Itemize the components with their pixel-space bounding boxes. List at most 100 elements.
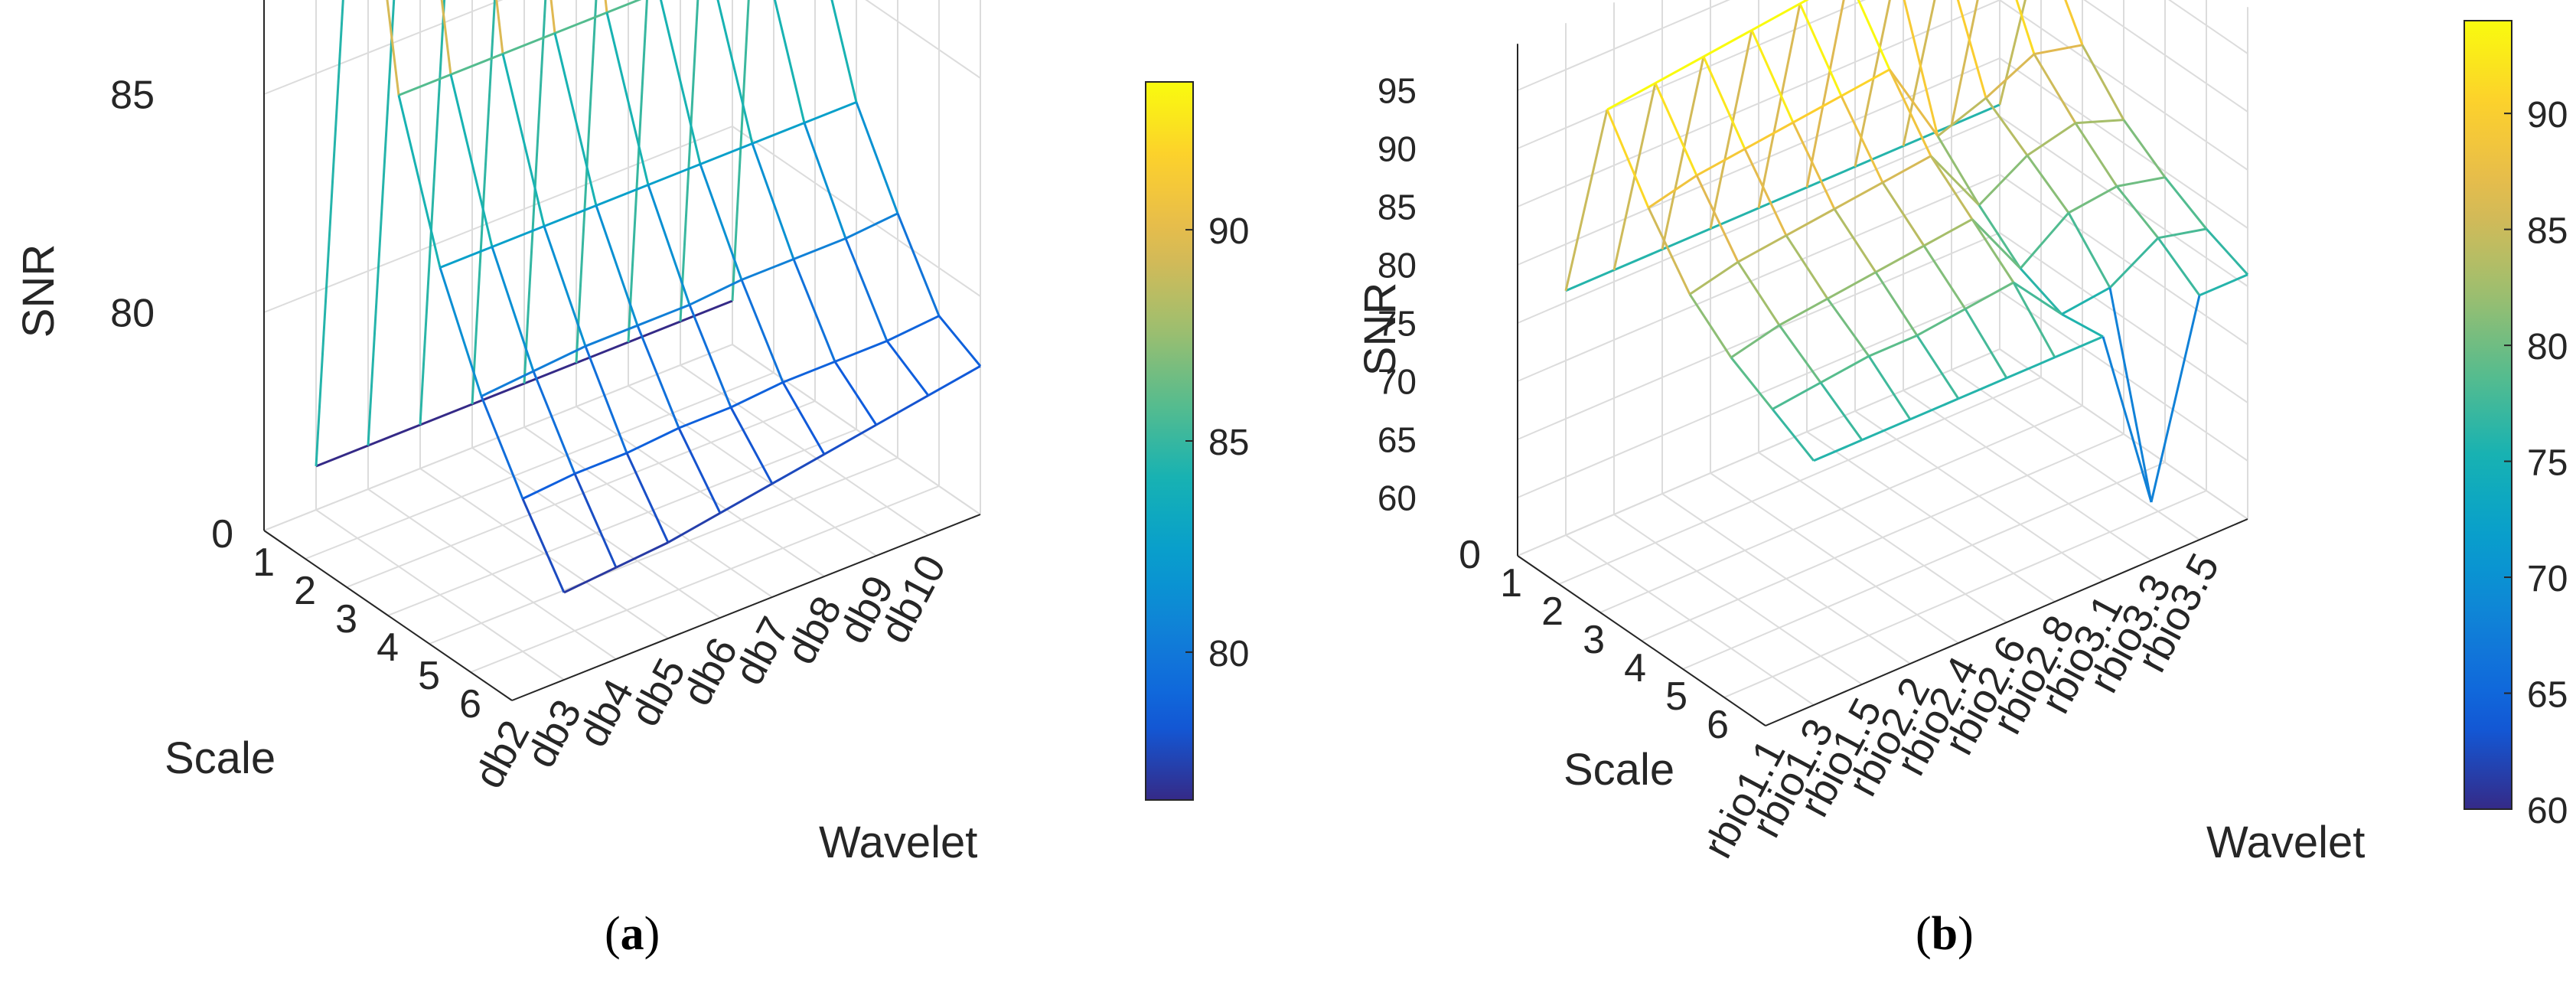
grid-line [2083,0,2248,113]
surface-edge [2013,281,2062,315]
surface-edge [543,226,587,347]
surface-edge [876,394,929,426]
surface-edge [471,0,497,405]
surface-edge [1695,175,1740,263]
surface-edge [1929,155,1974,220]
surface-edge [1971,218,2022,269]
scale-axis-label: Scale [1564,745,1674,795]
surface-edge [896,213,941,317]
z-tick-label: 85 [1378,188,1417,227]
scale-tick-label: 3 [335,597,357,642]
surface-edge [1798,3,1843,97]
grid-line [523,426,773,598]
surface-edge [1833,208,1877,273]
surface-edge [1965,281,2014,310]
surface-edge [2054,335,2104,359]
surface-edge [585,324,638,348]
surface-edge [367,0,396,446]
surface-edge [1792,122,1836,210]
z-tick-label: 65 [1378,420,1417,460]
surface-edge [1606,82,1656,111]
surface-edge [606,0,642,14]
surface-edge [730,381,784,409]
grid-line [1613,514,1863,685]
grid-line [2168,0,2248,54]
surface-edge [1903,0,1939,137]
surface-edge [521,498,566,593]
grid-line [628,385,877,557]
surface-edge [605,12,650,185]
surface-edge [1696,148,1746,177]
grid-line [576,406,825,577]
surface-edge [549,0,556,34]
z-tick-label: 85 [110,73,155,118]
surface-edge [563,566,617,594]
grid-line [1517,232,2000,440]
surface-edge [1606,109,1650,208]
surface-chart-b: 60657075808590950123456rbio1.1rbio1.3rbi… [1355,0,2568,867]
surface-edge [1951,103,2000,127]
surface-edge [2102,336,2153,503]
surface-edge [2164,176,2208,230]
surface-edge [315,444,369,468]
surface-edge [679,0,699,322]
grid-line [419,468,669,639]
grid-line [367,488,617,660]
z-tick-label: 90 [1378,129,1417,169]
z-tick-label: 70 [1378,362,1417,402]
grid-line [1951,369,2200,540]
surface-edge [740,279,784,383]
surface-edge [667,511,721,544]
surface-edge [1771,408,1815,462]
colorbar-tick-label: 80 [2527,327,2568,367]
surface-edge [450,53,504,76]
grid-line [1517,174,2000,382]
grid-line [1999,348,2248,520]
surface-edge [1772,381,1821,410]
grid-line [346,400,816,588]
surface-edge [595,205,639,326]
surface-edge [1654,82,1698,176]
scale-tick-label: 4 [377,625,399,670]
surface-edge [677,427,722,514]
grid-line [1999,0,2248,171]
grid-line [865,0,981,79]
grid-line [1999,174,2248,345]
surface-edge [1647,207,1691,295]
surface-edge [2019,212,2070,269]
z-tick-label: 80 [1378,246,1417,286]
surface-edge [928,364,981,397]
grid-line [732,344,981,515]
scale-tick-label: 5 [1665,674,1687,719]
grid-line [263,0,504,95]
surface-edge [532,371,576,475]
z-axis-label: SNR [1355,282,1405,376]
grid-line [315,509,565,681]
surface-edge [471,382,525,406]
surface-edge [1929,155,1981,207]
surface-edge [2067,212,2111,289]
surface-edge [1661,227,1711,251]
surface-edge [678,406,732,429]
scale-tick-label: 3 [1583,618,1605,662]
colorbar-tick-label: 65 [2527,675,2568,716]
surface-edge [2075,119,2124,125]
grid-line [1710,472,1959,644]
surface-edge [1922,245,1967,310]
surface-edge [804,101,857,124]
scale-axis-label: Scale [165,733,276,783]
surface-edge [1888,68,1939,137]
surface-edge [855,101,899,214]
surface-edge [1964,308,2008,379]
surface-edge [2074,122,2118,188]
grid-line [1661,493,1911,664]
surface-edge [554,11,608,34]
surface-edge [523,0,547,384]
grid-line [1565,534,1815,706]
grid-line [1517,0,2000,207]
z-tick-label: 75 [1378,304,1417,344]
surface-edge [501,54,546,227]
scale-tick-label: 2 [294,569,316,613]
surface-edge [1875,244,1925,273]
surface-edge [386,0,400,96]
